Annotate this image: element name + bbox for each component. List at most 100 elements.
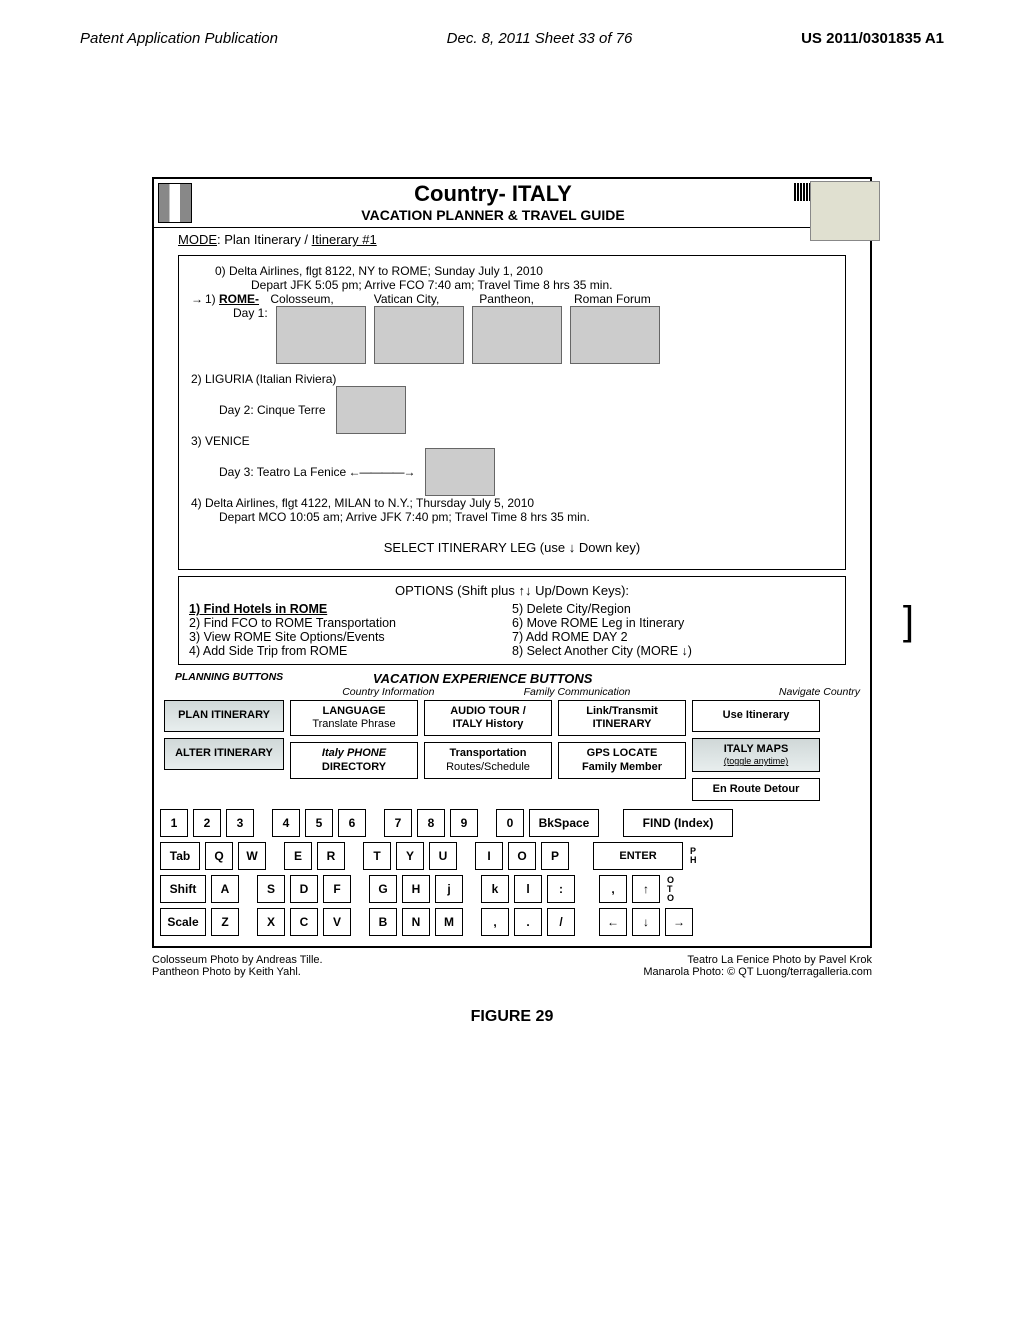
leg-3[interactable]: 3) VENICE Day 3: Teatro La Fenice: [191, 434, 833, 496]
photo-label: PH: [690, 842, 697, 870]
key-scale[interactable]: Scale: [160, 908, 206, 936]
leg-2[interactable]: 2) LIGURIA (Italian Riviera) Day 2: Cinq…: [191, 372, 833, 434]
key-a[interactable]: A: [211, 875, 239, 903]
key-m[interactable]: M: [435, 908, 463, 936]
key-u[interactable]: U: [429, 842, 457, 870]
find-button[interactable]: FIND (Index): [623, 809, 733, 837]
key-up[interactable]: ↑: [632, 875, 660, 903]
italy-maps-button[interactable]: ITALY MAPS(toggle anytime): [692, 738, 820, 772]
country-title: Country- ITALY: [196, 181, 790, 207]
key-colon[interactable]: :: [547, 875, 575, 903]
key-8[interactable]: 8: [417, 809, 445, 837]
key-w[interactable]: W: [238, 842, 266, 870]
pub-date: Dec. 8, 2011 Sheet 33 of 76: [447, 30, 633, 47]
option-item[interactable]: 3) View ROME Site Options/Events: [189, 630, 512, 644]
phone-directory-button[interactable]: Italy PHONEDIRECTORY: [290, 742, 418, 778]
key-shift[interactable]: Shift: [160, 875, 206, 903]
vacation-buttons-header: VACATION EXPERIENCE BUTTONS: [294, 671, 671, 686]
key-k[interactable]: k: [481, 875, 509, 903]
transportation-button[interactable]: TransportationRoutes/Schedule: [424, 742, 552, 778]
site-link[interactable]: Pantheon,: [479, 292, 534, 306]
key-j[interactable]: j: [435, 875, 463, 903]
site-link[interactable]: Colosseum,: [270, 292, 333, 306]
option-item[interactable]: 2) Find FCO to ROME Transportation: [189, 616, 512, 630]
site-link[interactable]: Roman Forum: [574, 292, 651, 306]
language-button[interactable]: LANGUAGETranslate Phrase: [290, 700, 418, 736]
link-transmit-button[interactable]: Link/TransmitITINERARY: [558, 700, 686, 736]
key-b[interactable]: B: [369, 908, 397, 936]
key-period[interactable]: .: [514, 908, 542, 936]
arrow-right-icon: [191, 292, 205, 306]
planning-buttons-label: PLANNING BUTTONS: [164, 671, 294, 698]
itinerary-link[interactable]: Itinerary #1: [312, 232, 377, 247]
key-left[interactable]: ←: [599, 908, 627, 936]
en-route-detour-button[interactable]: En Route Detour: [692, 778, 820, 801]
key-right[interactable]: →: [665, 908, 693, 936]
gps-locate-button[interactable]: GPS LOCATEFamily Member: [558, 742, 686, 778]
key-f[interactable]: F: [323, 875, 351, 903]
fenice-thumb[interactable]: [425, 448, 495, 496]
key-g[interactable]: G: [369, 875, 397, 903]
key-z[interactable]: Z: [211, 908, 239, 936]
option-item[interactable]: 6) Move ROME Leg in Itinerary: [512, 616, 835, 630]
alter-itinerary-button[interactable]: ALTER ITINERARY: [164, 738, 284, 770]
forum-thumb[interactable]: [570, 306, 660, 364]
cinque-terre-thumb[interactable]: [336, 386, 406, 434]
options-header: OPTIONS (Shift plus ↑↓ Up/Down Keys):: [189, 583, 835, 598]
key-9[interactable]: 9: [450, 809, 478, 837]
key-l[interactable]: l: [514, 875, 542, 903]
key-enter[interactable]: ENTER: [593, 842, 683, 870]
bracket-icon: ]: [903, 599, 914, 644]
key-slash[interactable]: /: [547, 908, 575, 936]
key-c[interactable]: C: [290, 908, 318, 936]
plan-itinerary-button[interactable]: PLAN ITINERARY: [164, 700, 284, 732]
pub-label: Patent Application Publication: [80, 30, 278, 47]
key-6[interactable]: 6: [338, 809, 366, 837]
site-link[interactable]: Vatican City,: [374, 292, 440, 306]
option-item[interactable]: 1) Find Hotels in ROME: [189, 602, 512, 616]
key-2[interactable]: 2: [193, 809, 221, 837]
mode-label: MODE: [178, 232, 217, 247]
key-n[interactable]: N: [402, 908, 430, 936]
figure-label: FIGURE 29: [0, 1008, 1024, 1026]
key-p[interactable]: P: [541, 842, 569, 870]
key-h[interactable]: H: [402, 875, 430, 903]
key-7[interactable]: 7: [384, 809, 412, 837]
italy-flag-icon: [158, 183, 192, 223]
key-backspace[interactable]: BkSpace: [529, 809, 599, 837]
key-o[interactable]: O: [508, 842, 536, 870]
audio-tour-button[interactable]: AUDIO TOUR /ITALY History: [424, 700, 552, 736]
key-q[interactable]: Q: [205, 842, 233, 870]
key-1[interactable]: 1: [160, 809, 188, 837]
device-frame: ] Country- ITALY VACATION PLANNER & TRAV…: [152, 177, 872, 948]
key-comma[interactable]: ,: [599, 875, 627, 903]
key-r[interactable]: R: [317, 842, 345, 870]
app-subtitle: VACATION PLANNER & TRAVEL GUIDE: [196, 207, 790, 223]
key-d[interactable]: D: [290, 875, 318, 903]
key-5[interactable]: 5: [305, 809, 333, 837]
key-e[interactable]: E: [284, 842, 312, 870]
key-x[interactable]: X: [257, 908, 285, 936]
use-itinerary-button[interactable]: Use Itinerary: [692, 700, 820, 732]
option-item[interactable]: 5) Delete City/Region: [512, 602, 835, 616]
colosseum-thumb[interactable]: [276, 306, 366, 364]
options-panel: OPTIONS (Shift plus ↑↓ Up/Down Keys): 1)…: [178, 576, 846, 665]
key-i[interactable]: I: [475, 842, 503, 870]
key-y[interactable]: Y: [396, 842, 424, 870]
mode-row: MODE: Plan Itinerary / Itinerary #1: [154, 228, 870, 251]
key-0[interactable]: 0: [496, 809, 524, 837]
key-comma2[interactable]: ,: [481, 908, 509, 936]
key-4[interactable]: 4: [272, 809, 300, 837]
option-item[interactable]: 4) Add Side Trip from ROME: [189, 644, 512, 658]
option-item[interactable]: 7) Add ROME DAY 2: [512, 630, 835, 644]
key-v[interactable]: V: [323, 908, 351, 936]
key-s[interactable]: S: [257, 875, 285, 903]
pantheon-thumb[interactable]: [472, 306, 562, 364]
key-tab[interactable]: Tab: [160, 842, 200, 870]
leg-1[interactable]: 1) ROME- Colosseum, Vatican City, Panthe…: [191, 292, 833, 306]
option-item[interactable]: 8) Select Another City (MORE ↓): [512, 644, 835, 658]
vatican-thumb[interactable]: [374, 306, 464, 364]
key-3[interactable]: 3: [226, 809, 254, 837]
key-t[interactable]: T: [363, 842, 391, 870]
key-down[interactable]: ↓: [632, 908, 660, 936]
